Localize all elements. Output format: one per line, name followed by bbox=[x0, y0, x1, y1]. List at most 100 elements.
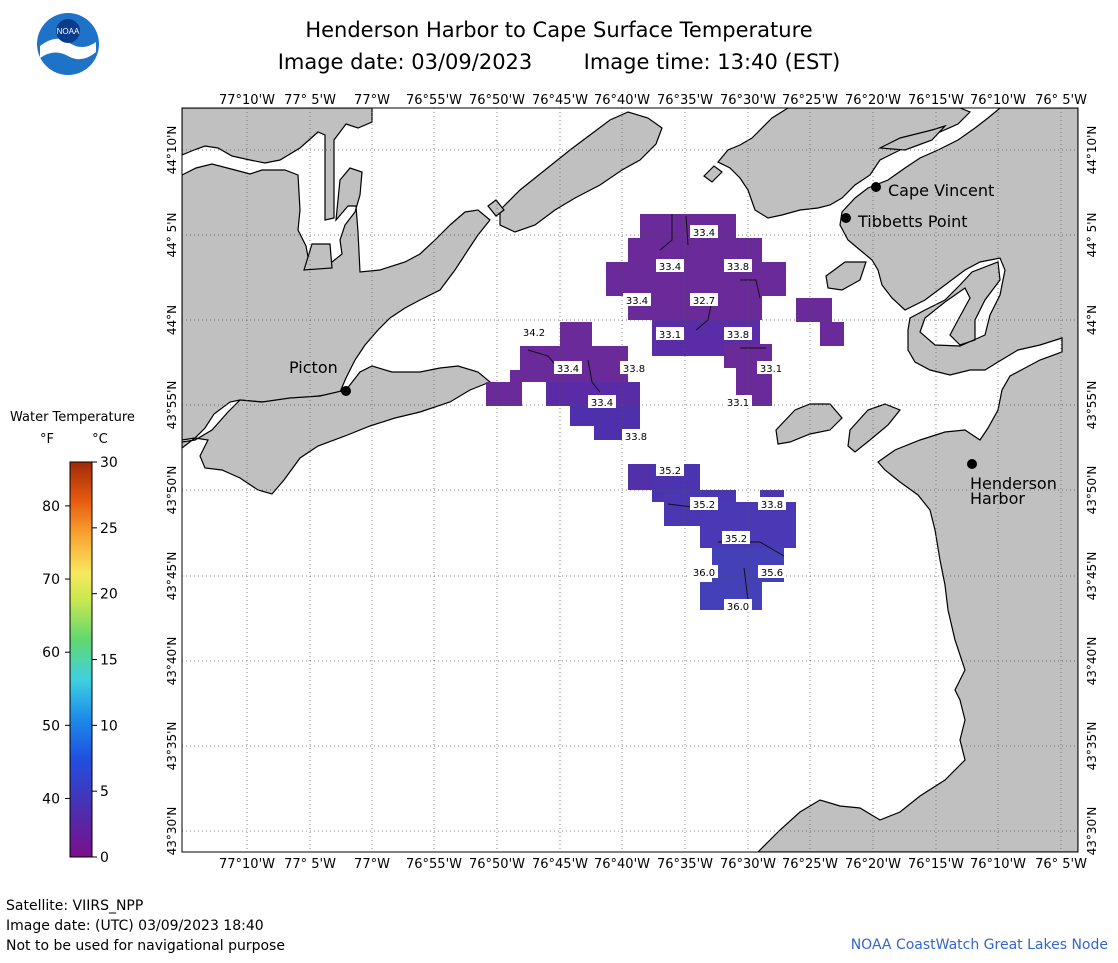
legend-label-c: 0 bbox=[100, 850, 109, 866]
legend-label-f: 60 bbox=[42, 645, 60, 661]
temp-label: 33.8 bbox=[727, 262, 749, 273]
temp-label: 33.1 bbox=[659, 330, 681, 341]
legend-label-c: 25 bbox=[100, 521, 118, 537]
logo-text: NOAA bbox=[57, 27, 80, 36]
temp-label: 35.2 bbox=[659, 466, 681, 477]
temp-label: 32.7 bbox=[693, 296, 715, 307]
lon-label: 76°35'W bbox=[657, 93, 713, 108]
temp-label: 35.2 bbox=[725, 534, 747, 545]
legend-unit-c: °C bbox=[92, 432, 108, 447]
place-tibbetts-point: Tibbetts Point bbox=[841, 212, 968, 231]
sst-pixel bbox=[820, 322, 844, 346]
lat-label: 43°40'N bbox=[165, 637, 179, 686]
legend-label-f: 50 bbox=[42, 718, 60, 734]
land-small-island-2 bbox=[487, 199, 505, 217]
lon-label: 77°W bbox=[354, 857, 390, 872]
lon-label: 76°35'W bbox=[657, 857, 713, 872]
lat-label: 43°40'N bbox=[1085, 637, 1099, 686]
contour-line bbox=[695, 299, 713, 331]
image-date-time: Image date: 03/09/2023 Image time: 13:40… bbox=[0, 50, 1118, 74]
land-layer bbox=[182, 108, 1078, 852]
temp-label-bg bbox=[656, 463, 684, 476]
place-label: Henderson Harbor bbox=[970, 474, 1057, 508]
land-north-east-island bbox=[717, 108, 972, 219]
footer-credit: NOAA CoastWatch Great Lakes Node bbox=[850, 937, 1108, 953]
place-cape-vincent: Cape Vincent bbox=[871, 181, 994, 200]
lon-label: 77° 5'W bbox=[284, 857, 336, 872]
temp-label-bg bbox=[620, 361, 648, 374]
legend-label-f: 40 bbox=[42, 791, 60, 807]
temperature-labels: 33.4 33.4 33.8 33.4 32.7 33.1 33.8 34.2 33.4 33.8… bbox=[520, 225, 786, 613]
temp-label-bg bbox=[690, 565, 718, 578]
legend-label-f: 80 bbox=[42, 499, 60, 515]
lat-label: 43°30'N bbox=[1085, 807, 1099, 856]
temp-label-bg bbox=[724, 259, 752, 272]
lon-label: 76° 5'W bbox=[1035, 93, 1087, 108]
sst-pixel bbox=[570, 406, 640, 426]
lon-label: 76°15'W bbox=[908, 857, 964, 872]
sst-pixel bbox=[560, 322, 592, 346]
temp-label: 33.1 bbox=[760, 364, 782, 375]
sst-pixel bbox=[486, 382, 522, 406]
temp-label-bg bbox=[656, 259, 684, 272]
lon-label: 76°45'W bbox=[532, 857, 588, 872]
lon-label: 77°10'W bbox=[219, 857, 275, 872]
temp-label-bg bbox=[622, 429, 650, 442]
temp-label: 33.8 bbox=[727, 330, 749, 341]
temp-label: 33.1 bbox=[727, 398, 749, 409]
temp-label-bg bbox=[758, 497, 786, 510]
footer-utc-date: Image date: (UTC) 03/09/2023 18:40 bbox=[6, 918, 264, 934]
temp-label: 33.4 bbox=[557, 364, 579, 375]
lon-label: 76° 5'W bbox=[1035, 857, 1087, 872]
lon-label: 76°30'W bbox=[720, 857, 776, 872]
lon-label: 76°10'W bbox=[970, 93, 1026, 108]
lat-label: 43°30'N bbox=[165, 807, 179, 856]
lon-label: 76°40'W bbox=[594, 93, 650, 108]
sst-pixel bbox=[640, 214, 736, 238]
legend-label-c: 20 bbox=[100, 587, 118, 603]
map-title: Henderson Harbor to Cape Surface Tempera… bbox=[305, 18, 813, 42]
temp-label-bg bbox=[588, 395, 616, 408]
lon-label: 76°45'W bbox=[532, 93, 588, 108]
land-west bbox=[182, 108, 373, 221]
temp-label: 33.8 bbox=[761, 500, 783, 511]
lat-label: 44°N bbox=[1085, 305, 1099, 335]
legend-label-c: 5 bbox=[100, 784, 109, 800]
legend-label-f: 70 bbox=[42, 572, 60, 588]
legend-units: °F °C bbox=[40, 432, 142, 447]
lon-label: 76°25'W bbox=[782, 93, 838, 108]
lat-label: 43°55'N bbox=[165, 381, 179, 430]
temp-label-bg bbox=[724, 395, 752, 408]
temp-label-bg bbox=[623, 293, 651, 306]
temp-label: 36.0 bbox=[693, 568, 715, 579]
lon-label: 76°25'W bbox=[782, 857, 838, 872]
lon-labels-top: 77°10'W 77° 5'W 77°W 76°55'W 76°50'W 76°45'W 7… bbox=[219, 93, 1087, 108]
temp-label-bg bbox=[690, 497, 718, 510]
land-east-island-4 bbox=[847, 403, 901, 453]
land-east-island-1 bbox=[877, 124, 947, 151]
temp-label-bg bbox=[722, 531, 750, 544]
lon-label: 76°15'W bbox=[908, 93, 964, 108]
sst-pixel bbox=[606, 262, 786, 296]
temp-label: 33.4 bbox=[626, 296, 648, 307]
lat-labels-right: 44°10'N 44° 5'N 44°N 43°55'N 43°50'N 43°45'N 4… bbox=[1085, 126, 1099, 856]
place-picton: Picton bbox=[289, 358, 351, 396]
temp-label-bg bbox=[757, 361, 785, 374]
place-label: Cape Vincent bbox=[888, 181, 994, 200]
temp-label-bg bbox=[690, 225, 718, 238]
temp-label: 36.0 bbox=[727, 602, 749, 613]
land-east-island-2 bbox=[825, 261, 867, 291]
lon-label: 77°10'W bbox=[219, 93, 275, 108]
lon-label: 76°55'W bbox=[406, 857, 462, 872]
map-frame bbox=[181, 107, 1079, 853]
lon-label: 76°50'W bbox=[469, 857, 525, 872]
land-west-south bbox=[182, 365, 492, 495]
lat-label: 43°35'N bbox=[165, 722, 179, 771]
lat-label: 43°35'N bbox=[1085, 722, 1099, 771]
lon-label: 76°50'W bbox=[469, 93, 525, 108]
lon-label: 76°40'W bbox=[594, 857, 650, 872]
lat-labels-left: 44°10'N 44° 5'N 44°N 43°55'N 43°50'N 43°45'N 4… bbox=[165, 126, 179, 856]
lon-labels-bottom: 77°10'W 77° 5'W 77°W 76°55'W 76°50'W 76°45'W 7… bbox=[219, 857, 1087, 872]
